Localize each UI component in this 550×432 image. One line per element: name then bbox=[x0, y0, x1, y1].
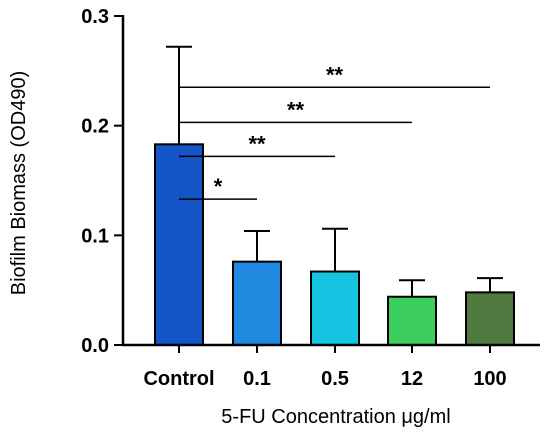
bar-100 bbox=[465, 291, 515, 346]
bar-control bbox=[154, 143, 204, 346]
y-tick-label: 0.0 bbox=[81, 335, 109, 357]
y-tick-label: 0.1 bbox=[81, 225, 109, 247]
tick-labels: Control 0.1 0.5 12 100 0.0 0.1 0.2 0.3 bbox=[81, 6, 507, 390]
bar-0-1 bbox=[232, 260, 282, 346]
significance-label: ** bbox=[287, 97, 305, 122]
x-tick-label: 0.5 bbox=[321, 368, 349, 390]
x-tick-label: 0.1 bbox=[243, 368, 271, 390]
y-tick-label: 0.2 bbox=[81, 116, 109, 138]
y-tick-label: 0.3 bbox=[81, 6, 109, 28]
bar-12 bbox=[387, 295, 437, 347]
bar-0-5 bbox=[310, 270, 360, 347]
x-tick-label: 100 bbox=[473, 368, 506, 390]
axes bbox=[114, 15, 540, 353]
significance-label: ** bbox=[326, 62, 344, 87]
x-tick-label: Control bbox=[143, 368, 214, 390]
significance-label: ** bbox=[248, 131, 266, 156]
error-bars bbox=[166, 45, 503, 297]
x-axis-title: 5-FU Concentration μg/ml bbox=[221, 406, 450, 428]
y-axis-title: Biofilm Biomass (OD490) bbox=[8, 71, 30, 296]
significance-brackets: ******* bbox=[179, 62, 490, 200]
x-tick-label: 12 bbox=[401, 368, 423, 390]
significance-label: * bbox=[214, 174, 223, 199]
